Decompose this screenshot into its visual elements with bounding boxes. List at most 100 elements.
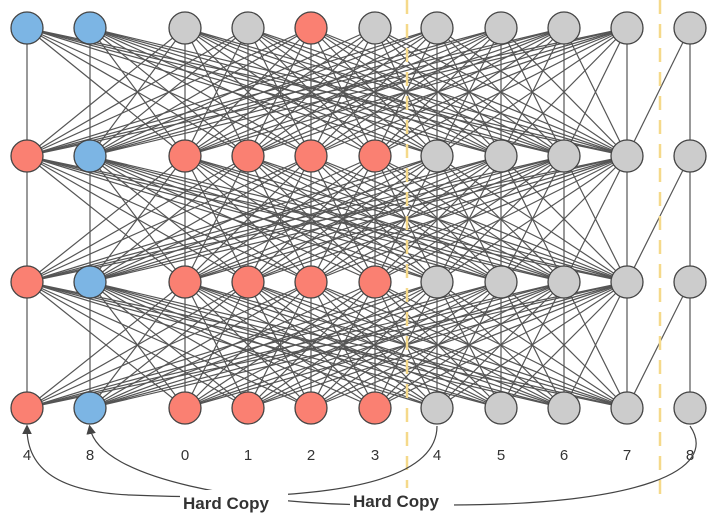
- edge-cross: [374, 155, 502, 283]
- edge-fan: [89, 155, 249, 283]
- node-gray: [547, 391, 581, 425]
- edge-local: [436, 281, 565, 409]
- edge-diagonal: [626, 27, 691, 157]
- node-gray: [358, 11, 392, 45]
- node-blue: [73, 139, 107, 173]
- edge-diagonal: [626, 155, 691, 283]
- node-gray: [484, 391, 518, 425]
- edge-local: [310, 155, 376, 283]
- edge-fan: [89, 281, 628, 409]
- edge-fan: [89, 281, 438, 409]
- edge-local: [247, 281, 376, 409]
- edge-fan: [89, 27, 502, 157]
- node-gray: [547, 265, 581, 299]
- edge-local: [500, 281, 628, 409]
- node-gray: [420, 11, 454, 45]
- edge-fan: [89, 27, 249, 157]
- node-red: [231, 139, 265, 173]
- node-grid: [10, 11, 707, 425]
- edge-fan: [89, 27, 376, 157]
- node-gray: [420, 265, 454, 299]
- hard-copy-label-bg-right: [350, 488, 454, 512]
- edge-fan: [89, 281, 376, 409]
- node-red: [294, 391, 328, 425]
- edge-local: [436, 155, 565, 283]
- node-red: [231, 391, 265, 425]
- node-gray: [673, 391, 707, 425]
- node-blue: [73, 265, 107, 299]
- edge-local: [436, 281, 502, 409]
- edge-local: [436, 155, 502, 283]
- hard-copy-arrow-left: [22, 424, 438, 498]
- node-gray: [673, 265, 707, 299]
- edge-local: [436, 27, 502, 157]
- edge-local: [184, 155, 312, 283]
- edge-cross: [374, 27, 502, 157]
- node-red: [168, 391, 202, 425]
- node-blue: [73, 391, 107, 425]
- node-gray: [168, 11, 202, 45]
- node-gray: [547, 11, 581, 45]
- index-label: 7: [623, 447, 631, 464]
- index-labels: 4 8 0 1 2 3 4 5 6 7 8: [23, 447, 694, 464]
- index-label: 6: [560, 447, 568, 464]
- edge-local: [436, 155, 628, 283]
- node-blue: [10, 11, 44, 45]
- edge-local: [247, 155, 376, 283]
- index-label: 1: [244, 447, 252, 464]
- edge-local: [563, 27, 628, 157]
- node-gray: [484, 139, 518, 173]
- node-gray: [673, 139, 707, 173]
- connection-edges: [26, 27, 691, 409]
- node-red: [10, 265, 44, 299]
- index-label: 3: [371, 447, 379, 464]
- edge-local: [563, 281, 628, 409]
- node-red: [358, 265, 392, 299]
- node-gray: [547, 139, 581, 173]
- index-label: 5: [497, 447, 505, 464]
- edge-local: [310, 281, 376, 409]
- node-gray: [484, 11, 518, 45]
- node-red: [358, 139, 392, 173]
- hard-copy-label-bg-left: [180, 490, 288, 514]
- edge-fan: [89, 281, 312, 409]
- edge-fan: [89, 155, 312, 283]
- edge-fan: [89, 155, 376, 283]
- edge-fan: [89, 281, 249, 409]
- edge-local: [184, 155, 376, 283]
- edge-local: [436, 27, 565, 157]
- edge-local: [184, 27, 249, 157]
- edge-fan: [89, 155, 438, 283]
- node-red: [168, 265, 202, 299]
- node-red: [10, 391, 44, 425]
- edge-local: [436, 281, 628, 409]
- node-gray: [673, 11, 707, 45]
- edge-local: [184, 27, 376, 157]
- edge-local: [436, 27, 628, 157]
- node-blue: [73, 11, 107, 45]
- index-label: 8: [86, 447, 94, 464]
- node-gray: [231, 11, 265, 45]
- edge-local: [500, 155, 628, 283]
- edge-fan: [89, 27, 438, 157]
- hard-copy-label-left: Hard Copy: [183, 494, 270, 513]
- node-gray: [484, 265, 518, 299]
- node-gray: [610, 139, 644, 173]
- node-red: [294, 11, 328, 45]
- edge-local: [184, 155, 249, 283]
- edge-local: [310, 27, 376, 157]
- node-gray: [610, 391, 644, 425]
- edge-fan: [89, 155, 628, 283]
- node-gray: [420, 139, 454, 173]
- edge-fan: [89, 281, 565, 409]
- node-red: [294, 139, 328, 173]
- node-gray: [610, 11, 644, 45]
- index-label: 4: [433, 447, 441, 464]
- edge-fan: [89, 155, 502, 283]
- node-red: [10, 139, 44, 173]
- edge-fan: [89, 27, 565, 157]
- index-label: 0: [181, 447, 189, 464]
- edge-cross: [374, 27, 438, 157]
- edge-local: [184, 27, 312, 157]
